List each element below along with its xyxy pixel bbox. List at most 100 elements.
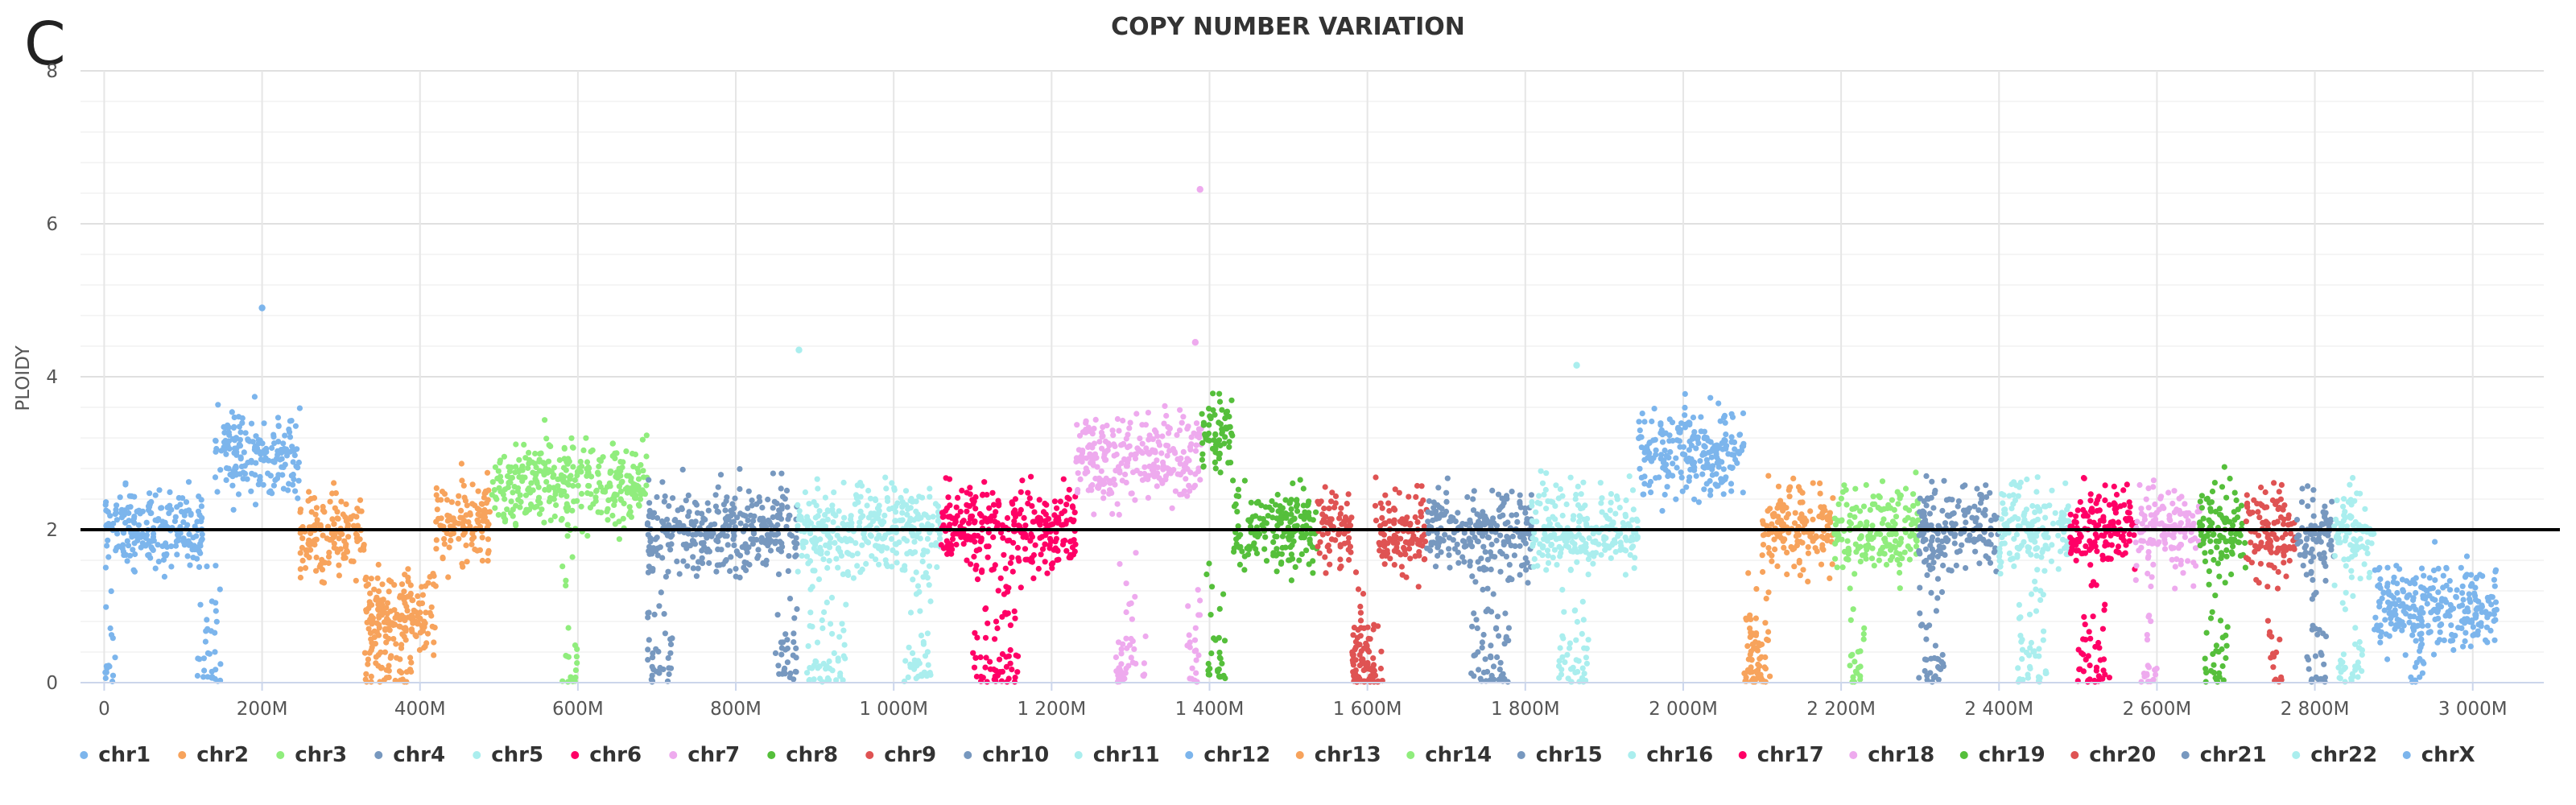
data-point — [992, 636, 998, 642]
data-point — [1228, 430, 1235, 436]
series-chr8 — [1199, 390, 1320, 682]
data-point — [1700, 450, 1707, 456]
data-point — [1857, 543, 1864, 550]
data-point — [1929, 478, 1935, 485]
data-point — [1881, 551, 1888, 557]
data-point — [776, 671, 782, 677]
data-point — [1610, 540, 1616, 547]
data-point — [927, 485, 933, 492]
data-point — [1455, 510, 1461, 516]
data-point — [381, 677, 387, 683]
data-point — [1889, 518, 1897, 525]
data-point — [857, 508, 864, 515]
data-point — [1015, 522, 1022, 529]
data-point — [665, 542, 671, 548]
data-point — [997, 669, 1003, 675]
data-point — [1498, 673, 1505, 679]
data-point — [565, 456, 572, 462]
data-point — [1545, 559, 1552, 567]
data-point — [390, 636, 397, 642]
data-point — [291, 476, 297, 483]
data-point — [1581, 516, 1587, 523]
data-point — [1889, 497, 1895, 503]
data-point — [163, 523, 170, 530]
data-point — [1649, 418, 1655, 425]
panel-letter: C — [24, 10, 66, 79]
data-point — [1697, 458, 1703, 464]
data-point — [1585, 572, 1591, 578]
data-point — [485, 536, 492, 543]
data-point — [1935, 547, 1942, 554]
data-point — [565, 504, 572, 510]
data-point — [485, 550, 491, 556]
data-point — [535, 484, 542, 490]
data-point — [338, 498, 345, 505]
data-point — [492, 464, 499, 470]
data-point — [1004, 514, 1011, 522]
data-point — [1360, 667, 1367, 674]
data-point — [208, 598, 215, 605]
data-point — [1253, 500, 1260, 506]
data-point — [282, 461, 288, 468]
data-point — [1179, 419, 1185, 426]
data-point — [604, 508, 610, 515]
data-point — [1269, 497, 1275, 505]
data-point — [1070, 504, 1076, 510]
data-point — [809, 584, 815, 590]
data-point — [864, 502, 870, 509]
data-point — [320, 532, 326, 539]
data-point — [629, 450, 636, 457]
data-point — [221, 423, 227, 431]
data-point — [1488, 609, 1495, 615]
data-point — [374, 575, 381, 581]
data-point — [835, 658, 841, 664]
data-point — [1217, 469, 1224, 476]
data-point — [198, 518, 204, 525]
data-point — [1913, 469, 1919, 476]
data-point — [1156, 442, 1163, 448]
data-point — [311, 539, 317, 546]
data-point — [506, 479, 512, 486]
data-point — [506, 469, 514, 475]
data-point — [504, 506, 510, 513]
data-point — [982, 606, 989, 613]
data-point — [564, 493, 570, 500]
data-point — [618, 497, 625, 503]
data-point — [190, 535, 196, 541]
data-point — [1195, 587, 1201, 593]
data-point — [1012, 615, 1018, 621]
data-point — [993, 618, 1000, 625]
data-point — [363, 574, 369, 580]
data-point — [465, 518, 472, 526]
data-point — [959, 487, 965, 494]
data-point — [1476, 518, 1482, 525]
data-point — [609, 440, 617, 447]
data-point — [903, 538, 910, 544]
data-point — [732, 495, 738, 502]
data-point — [1517, 572, 1523, 578]
data-point — [618, 479, 625, 486]
data-point — [2001, 540, 2008, 547]
data-point — [1907, 546, 1913, 552]
data-point — [469, 501, 476, 507]
data-point — [1580, 479, 1587, 485]
data-point — [1122, 670, 1129, 676]
data-point — [1553, 482, 1559, 489]
data-point — [1114, 415, 1121, 423]
data-point — [919, 551, 926, 558]
data-point — [433, 537, 440, 543]
data-point — [379, 581, 386, 588]
data-point — [996, 656, 1003, 663]
data-point — [180, 539, 187, 545]
data-point — [907, 609, 914, 616]
data-point — [1225, 460, 1232, 466]
data-point — [1007, 622, 1013, 629]
data-point — [1377, 547, 1383, 554]
data-point — [1569, 533, 1575, 540]
data-point — [928, 542, 935, 548]
data-point — [563, 652, 569, 659]
data-point — [944, 551, 951, 557]
data-point — [1054, 505, 1060, 511]
data-point — [750, 530, 758, 537]
data-point — [1091, 511, 1097, 518]
